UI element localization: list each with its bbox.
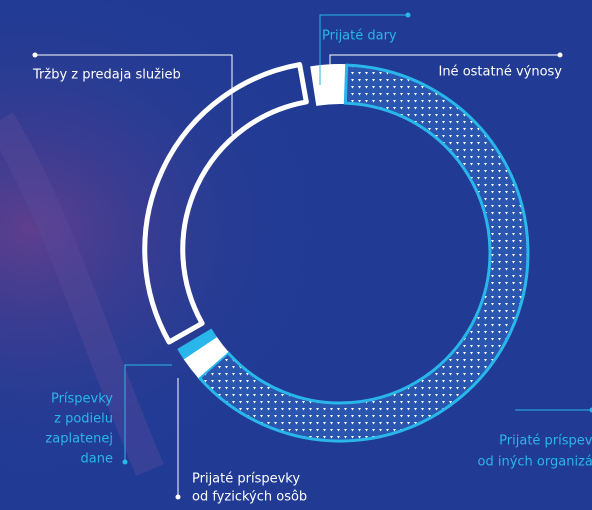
leader-line [329, 54, 560, 88]
leader-dot [122, 459, 128, 465]
donut-segment [177, 328, 217, 360]
leader-line [319, 14, 408, 85]
segment-label: Prijaté príspevky [192, 472, 300, 487]
donut-segment [142, 62, 309, 345]
decoration [0, 112, 164, 476]
leader-dot [32, 52, 38, 58]
leader-line [35, 54, 233, 135]
segment-label: od fyzických osôb [192, 490, 307, 505]
leader-dot [589, 407, 592, 413]
segment-label: zaplatenej [45, 432, 113, 447]
leader-dot [557, 52, 563, 58]
leader-dot [405, 12, 411, 18]
leader-dot [175, 494, 181, 500]
segment-label: Prijaté príspevk [499, 434, 592, 449]
segment-label: od iných organizác [478, 455, 592, 470]
segment-label: Prijaté dary [322, 29, 397, 44]
segment-label: Iné ostatné výnosy [438, 65, 562, 80]
segment-label: Tržby z predaja služieb [32, 68, 181, 83]
leader-line [124, 364, 172, 462]
donut-segment [310, 63, 341, 106]
segment-label: z podielu [54, 412, 113, 427]
donut-segment [183, 336, 229, 379]
segment-label: dane [81, 452, 113, 467]
segment-label: Príspevky [51, 392, 113, 407]
donut-segment [197, 63, 530, 443]
